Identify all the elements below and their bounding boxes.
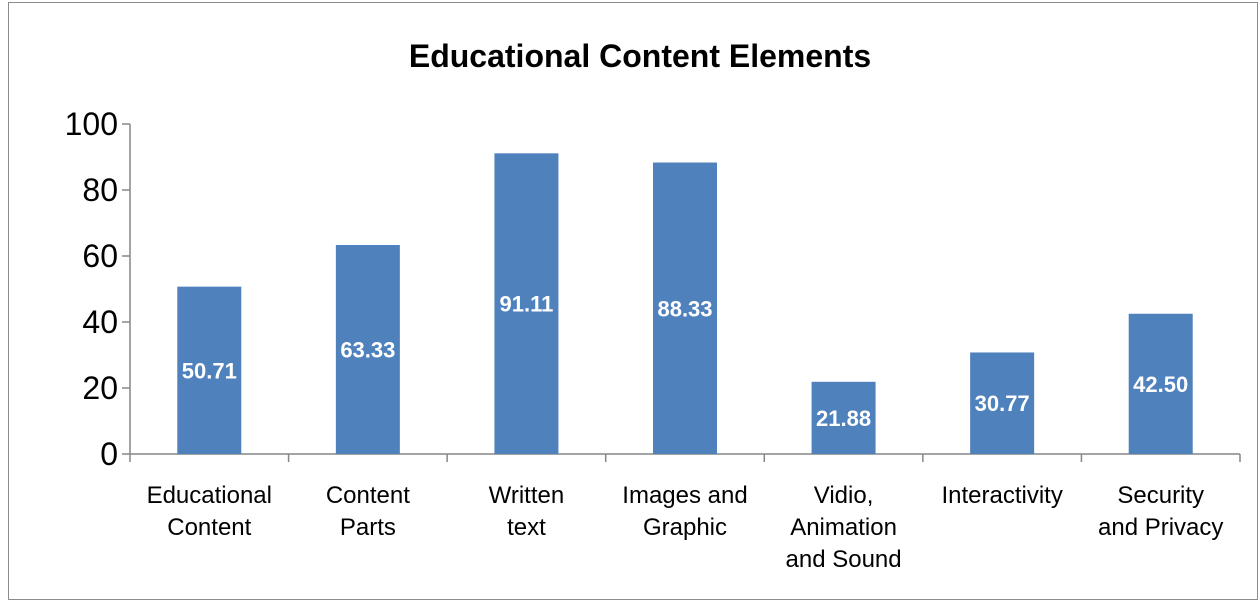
y-axis: 0 20 40 60 80 100 — [65, 106, 131, 472]
x-tick-label: Security and Privacy — [1098, 482, 1223, 541]
x-tick-label-line: Interactivity — [941, 482, 1062, 509]
bars — [177, 153, 1193, 455]
y-tick-label: 60 — [82, 238, 118, 274]
data-label: 50.71 — [182, 358, 237, 383]
bar — [970, 352, 1035, 454]
bar — [811, 381, 876, 454]
data-label: 88.33 — [657, 296, 712, 321]
bar — [177, 286, 242, 454]
y-tick-label: 40 — [82, 304, 118, 340]
x-tick-label-line: Graphic — [643, 514, 727, 541]
x-tick-label: Interactivity — [941, 482, 1062, 509]
data-label: 21.88 — [816, 406, 871, 431]
x-tick-label-line: Vidio, — [814, 482, 874, 509]
x-tick-label-line: text — [507, 514, 546, 541]
bar — [335, 245, 400, 454]
x-tick-label: Written text — [489, 482, 565, 541]
bar — [653, 162, 717, 455]
data-label: 91.11 — [500, 292, 554, 317]
bar — [494, 153, 559, 454]
chart-title: Educational Content Elements — [409, 38, 871, 74]
x-tick-label: Images and Graphic — [622, 482, 747, 541]
x-tick-label-line: Animation — [790, 514, 897, 541]
x-axis: Educational Content Content Parts Written tex… — [129, 453, 1241, 573]
bar — [1128, 313, 1193, 454]
x-tick-label-line: Educational — [147, 482, 272, 509]
x-tick-label: Educational Content — [147, 482, 272, 541]
x-tick-label-line: Content — [167, 514, 251, 541]
x-tick-label-line: Content — [326, 482, 410, 509]
y-tick-label: 0 — [100, 436, 118, 472]
y-tick-label: 20 — [82, 370, 118, 406]
x-tick-label-line: Written — [489, 482, 565, 509]
x-tick-label-line: and Privacy — [1098, 514, 1223, 541]
data-label: 63.33 — [340, 338, 395, 363]
x-tick-label-line: and Sound — [786, 546, 902, 573]
y-tick-label: 80 — [82, 172, 118, 208]
data-label: 30.77 — [975, 391, 1030, 416]
y-tick-label: 100 — [65, 106, 118, 142]
data-label: 42.50 — [1133, 372, 1188, 397]
x-tick-label-line: Security — [1117, 482, 1204, 509]
data-labels: 50.71 63.33 91.11 88.33 21.88 30.77 42.50 — [182, 292, 1188, 431]
x-tick-label-line: Images and — [622, 482, 747, 509]
x-tick-label: Content Parts — [326, 482, 410, 541]
x-tick-label: Vidio, Animation and Sound — [786, 482, 902, 573]
x-tick-label-line: Parts — [340, 514, 396, 541]
